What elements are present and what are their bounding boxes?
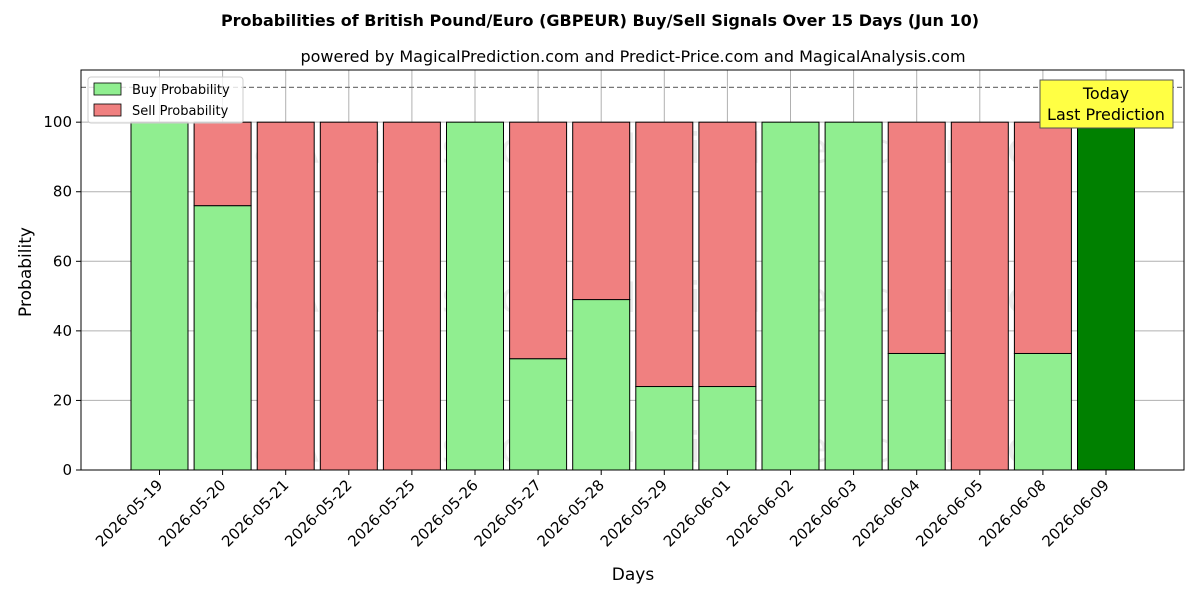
y-axis-label: Probability (16, 227, 36, 317)
chart-subtitle: powered by MagicalPrediction.com and Pre… (300, 47, 965, 66)
bar-sell (887, 121, 946, 354)
legend: Buy Probability Sell Probability (87, 76, 244, 124)
x-tick-label: 2026-06-05 (912, 476, 986, 550)
legend-box (87, 76, 244, 124)
x-tick-label: 2026-05-21 (218, 476, 292, 550)
today-annotation-line1: Today (1082, 84, 1129, 103)
chart-title: Probabilities of British Pound/Euro (GBP… (221, 11, 979, 30)
today-annotation-line2: Last Prediction (1047, 105, 1165, 124)
bar-buy (887, 352, 946, 471)
x-tick-label: 2026-06-09 (1038, 476, 1112, 550)
x-tick-label: 2026-05-19 (92, 476, 166, 550)
y-axis-ticks: 0 20 40 60 80 100 (43, 113, 81, 479)
y-tick-label: 60 (53, 252, 72, 270)
bar-buy (1013, 352, 1072, 471)
bar-sell (509, 121, 568, 360)
x-axis-ticks: 2026-05-192026-05-202026-05-212026-05-22… (92, 470, 1113, 550)
bar-buy (193, 205, 252, 471)
x-tick-label: 2026-06-04 (849, 476, 923, 550)
x-tick-label: 2026-06-08 (975, 476, 1049, 550)
x-tick-label: 2026-05-28 (534, 476, 608, 550)
y-tick-label: 20 (53, 391, 72, 409)
x-tick-label: 2026-05-27 (471, 476, 545, 550)
bar-sell (572, 121, 631, 301)
y-tick-label: 40 (53, 322, 72, 340)
bar-sell (950, 121, 1009, 471)
bar-sell (1013, 121, 1072, 354)
legend-label-buy: Buy Probability (132, 83, 230, 98)
bar-buy (130, 121, 189, 471)
bar-buy (446, 121, 504, 471)
today-annotation-box (1039, 79, 1174, 129)
bar-buy (572, 299, 631, 471)
x-tick-label: 2026-05-29 (597, 476, 671, 550)
bar-sell (193, 121, 252, 207)
x-tick-label: 2026-06-02 (723, 476, 797, 550)
x-tick-label: 2026-06-03 (786, 476, 860, 550)
bar-buy (1077, 121, 1135, 471)
x-tick-label: 2026-05-26 (407, 476, 481, 550)
bar-sell (256, 121, 315, 471)
x-tick-label: 2026-05-22 (281, 476, 355, 550)
bar-buy (509, 358, 568, 471)
bar-buy (761, 121, 820, 471)
x-axis-label: Days (612, 565, 655, 585)
legend-swatch-sell (93, 103, 122, 117)
legend-label-sell: Sell Probability (132, 104, 229, 119)
bar-sell (635, 121, 694, 388)
bar-buy (698, 386, 757, 471)
bar-sell (698, 121, 757, 388)
y-tick-label: 80 (53, 183, 72, 201)
bar-sell (382, 121, 441, 471)
plot-frame (80, 69, 1185, 471)
legend-swatch-buy (93, 82, 122, 96)
bar-buy (635, 386, 694, 471)
y-tick-label: 0 (62, 461, 72, 479)
x-tick-label: 2026-05-25 (344, 476, 418, 550)
bars (130, 121, 1135, 471)
x-tick-label: 2026-05-20 (155, 476, 229, 550)
bar-sell (319, 121, 378, 471)
x-tick-label: 2026-06-01 (660, 476, 734, 550)
bar-buy (824, 121, 883, 471)
today-annotation: Today Last Prediction (1039, 79, 1174, 129)
y-tick-label: 100 (43, 113, 72, 131)
